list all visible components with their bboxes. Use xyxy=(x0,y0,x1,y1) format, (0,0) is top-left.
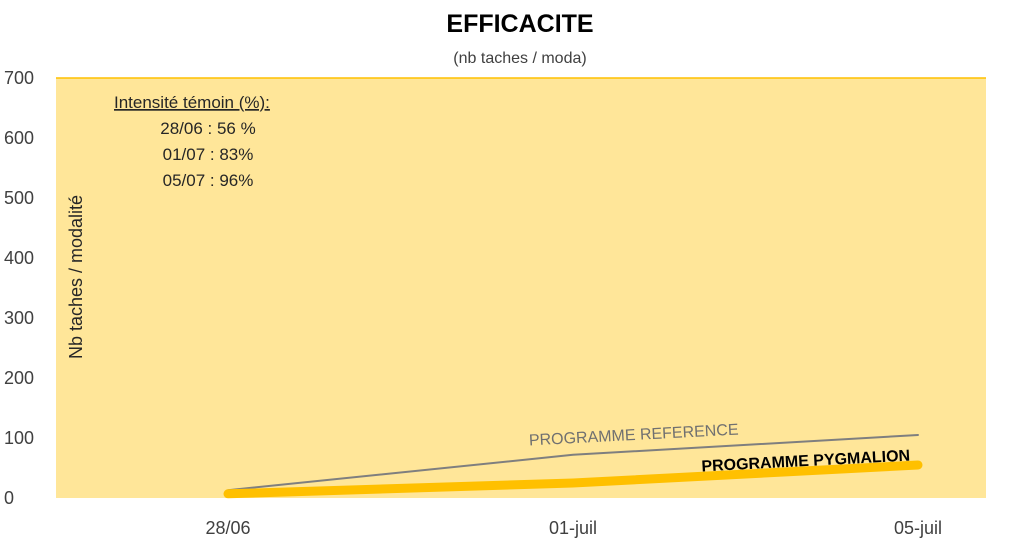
y-tick-label: 300 xyxy=(4,308,34,328)
series-layer xyxy=(223,434,923,499)
y-tick-label: 500 xyxy=(4,188,34,208)
annotation-heading: Intensité témoin (%): xyxy=(114,93,270,112)
x-axis-ticks: 28/06 01-juil 05-juil xyxy=(205,518,942,538)
chart-subtitle: (nb taches / moda) xyxy=(453,50,586,67)
x-tick-label: 05-juil xyxy=(894,518,942,538)
x-tick-label: 01-juil xyxy=(549,518,597,538)
y-tick-label: 0 xyxy=(4,488,14,508)
y-tick-label: 100 xyxy=(4,428,34,448)
y-axis-ticks: 0 100 200 300 400 500 600 700 xyxy=(4,68,34,508)
annotation-box: Intensité témoin (%): 28/06 : 56 % 01/07… xyxy=(114,93,270,190)
y-tick-label: 400 xyxy=(4,248,34,268)
x-tick-label: 28/06 xyxy=(205,518,250,538)
y-axis-label: Nb taches / modalité xyxy=(66,195,86,359)
annotation-line-2: 01/07 : 83% xyxy=(163,145,254,164)
y-tick-label: 700 xyxy=(4,68,34,88)
y-tick-label: 600 xyxy=(4,128,34,148)
annotation-line-1: 28/06 : 56 % xyxy=(160,119,255,138)
plot-area xyxy=(56,78,986,498)
chart-title: EFFICACITE xyxy=(446,10,593,38)
annotation-line-3: 05/07 : 96% xyxy=(163,171,254,190)
y-tick-label: 200 xyxy=(4,368,34,388)
